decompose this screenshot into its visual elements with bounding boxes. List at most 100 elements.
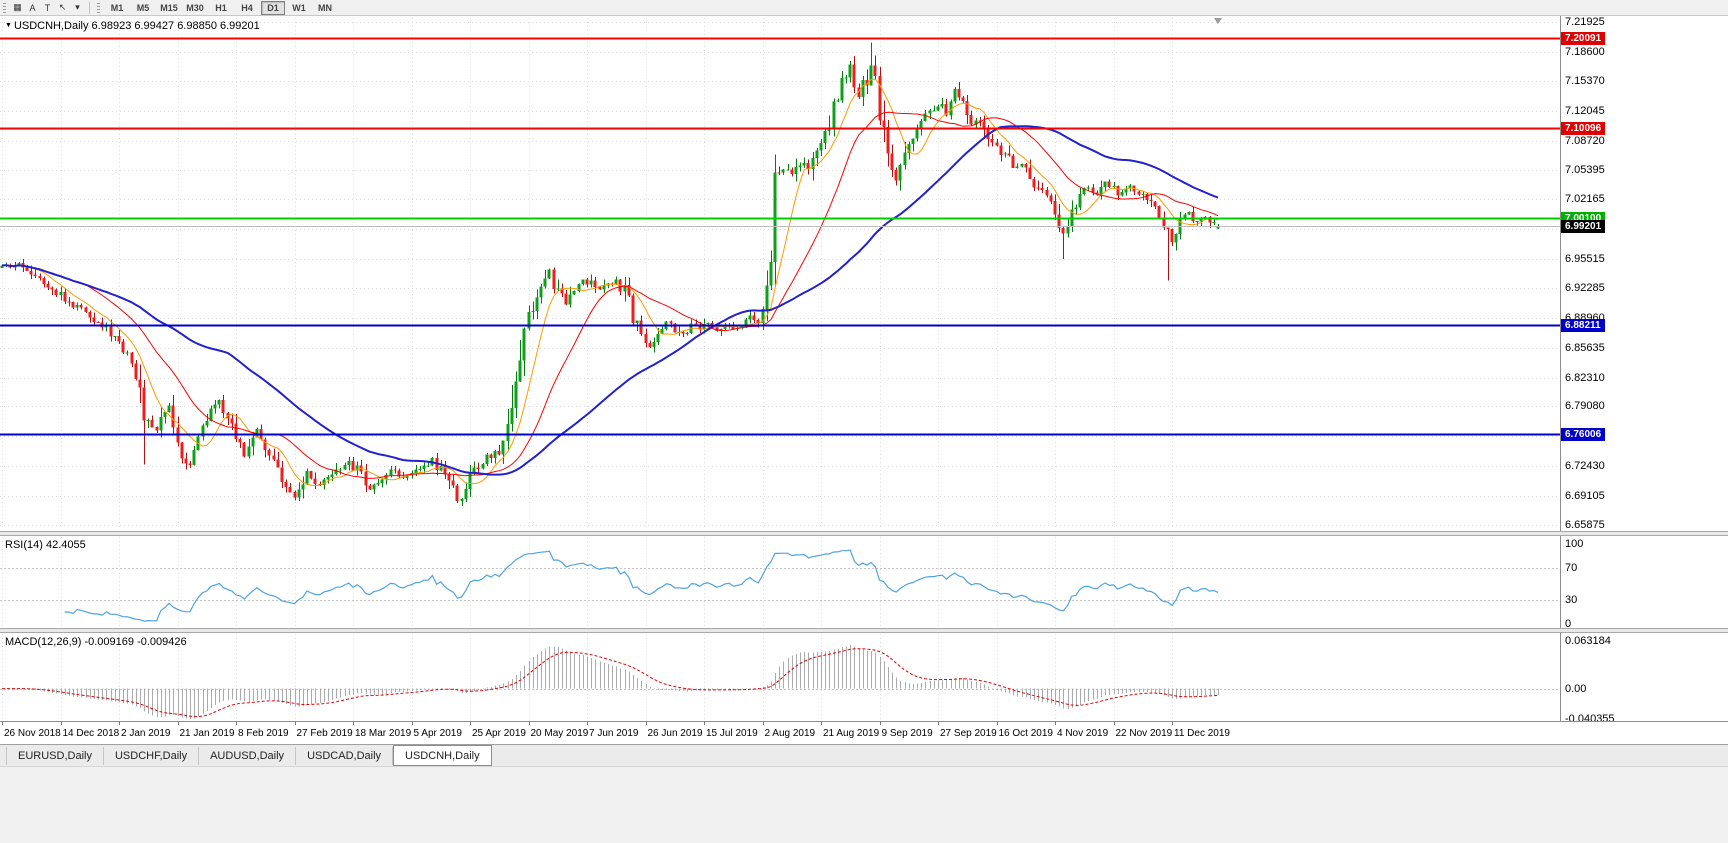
level-price-badge: 7.10096 (1561, 122, 1606, 136)
date-axis-label: 15 Jul 2019 (706, 728, 758, 739)
chart-dropdown-icon[interactable]: ▼ (5, 22, 12, 29)
date-axis-label: 26 Jun 2019 (647, 728, 703, 739)
chart-tab-usdcad[interactable]: USDCAD,Daily (296, 746, 394, 765)
date-axis-label: 7 Jun 2019 (589, 728, 639, 739)
toolbar-grip[interactable] (97, 2, 100, 13)
date-axis-label: 20 May 2019 (530, 728, 589, 739)
date-tick (470, 722, 471, 725)
text-tool-button[interactable]: T (44, 2, 51, 13)
date-tick (1055, 722, 1056, 725)
timeframe-h4-button[interactable]: H4 (241, 2, 253, 13)
level-price-badge: 6.88211 (1561, 318, 1605, 332)
date-tick (2, 722, 3, 725)
timeframe-m15-button[interactable]: M15 (160, 2, 178, 13)
timeframe-m30-button[interactable]: M30 (186, 2, 204, 13)
date-axis-label: 22 Nov 2019 (1115, 728, 1173, 739)
current-price-badge: 6.99201 (1561, 219, 1606, 233)
price-axis-label: 7.18600 (1565, 45, 1605, 58)
date-axis-label: 21 Jan 2019 (179, 728, 235, 739)
toolbar-separator (89, 1, 90, 14)
price-axis-label: 6.69105 (1565, 490, 1605, 502)
timeframe-mn-button[interactable]: MN (318, 2, 332, 13)
date-tick (411, 722, 413, 725)
price-axis-label: 7.05395 (1565, 164, 1605, 177)
price-axis-label: 6.85635 (1565, 341, 1605, 354)
date-tick (587, 722, 588, 725)
timeframe-w1-button[interactable]: W1 (292, 2, 306, 13)
ma-55-line (1, 125, 1219, 476)
date-tick (996, 722, 998, 725)
date-tick (938, 722, 939, 725)
level-price-badge: 7.20091 (1561, 32, 1606, 46)
toolbar-icon-group: ▦ A T ↖ ▾ (10, 1, 85, 15)
charts-grid-icon[interactable]: ▦ (13, 2, 22, 12)
date-axis-label: 27 Feb 2019 (296, 728, 353, 739)
timeframe-h1-button[interactable]: H1 (215, 2, 227, 13)
date-axis-label: 8 Feb 2019 (238, 728, 289, 739)
window-bottom-area (0, 766, 1728, 843)
level-price-badge: 6.76006 (1561, 428, 1606, 442)
timeframe-toolbar: M1 M5 M15 M30 H1 H4 D1 W1 MN (104, 0, 338, 15)
rsi-axis-label: 100 (1565, 538, 1584, 550)
candlesticks (0, 42, 1220, 507)
rsi-axis-label: 0 (1565, 618, 1572, 630)
date-tick (528, 722, 530, 725)
cursor-tool-button[interactable]: ↖ (58, 2, 67, 12)
date-axis-label: 27 Sep 2019 (940, 728, 997, 739)
timeframe-m5-button[interactable]: M5 (136, 2, 150, 13)
macd-axis-label: 0.063184 (1565, 635, 1611, 647)
price-axis-label: 7.15370 (1565, 74, 1605, 87)
date-tick (294, 722, 296, 725)
date-tick (821, 722, 822, 725)
date-axis-label: 11 Dec 2019 (1174, 728, 1230, 739)
chart-shift-marker[interactable] (1213, 18, 1222, 24)
chart-tab-eurusd[interactable]: EURUSD,Daily (6, 746, 104, 765)
price-axis-label: 6.92285 (1565, 281, 1605, 294)
date-axis-label: 18 Mar 2019 (355, 728, 412, 739)
macd-histogram (10, 645, 1219, 720)
chart-tab-bar: EURUSD,Daily USDCHF,Daily AUDUSD,Daily USDC… (0, 744, 1728, 766)
date-tick (353, 722, 354, 725)
date-tick (879, 722, 881, 725)
price-axis-label: 6.65875 (1565, 519, 1605, 531)
chart-tab-usdcnh[interactable]: USDCNH,Daily (393, 745, 492, 766)
price-axis-label: 7.21925 (1565, 16, 1605, 28)
date-axis-label: 5 Apr 2019 (413, 728, 462, 739)
rsi-label: RSI(14) 42.4055 (5, 539, 86, 551)
date-tick (704, 722, 705, 725)
date-axis-label: 9 Sep 2019 (881, 728, 933, 739)
rsi-axis-label: 70 (1565, 562, 1578, 574)
date-axis-label: 2 Aug 2019 (764, 728, 816, 739)
price-axis-label: 6.72430 (1565, 460, 1605, 473)
timeframe-d1-button[interactable]: D1 (261, 0, 285, 15)
toolbar-grip[interactable] (3, 2, 6, 13)
macd-signal-line (2, 648, 1219, 718)
date-axis-label: 2 Jan 2019 (121, 728, 171, 739)
date-tick (645, 722, 647, 725)
date-tick (177, 722, 179, 725)
rsi-axis-label: 30 (1565, 594, 1578, 606)
font-tool-button[interactable]: A (29, 2, 36, 13)
date-tick (119, 722, 120, 725)
date-axis-label: 4 Nov 2019 (1057, 728, 1109, 739)
grid (0, 18, 1560, 720)
timeframe-m1-button[interactable]: M1 (110, 2, 124, 13)
chart-tab-usdchf[interactable]: USDCHF,Daily (104, 746, 200, 765)
date-tick (762, 722, 764, 725)
date-tick (60, 722, 62, 725)
chart-tab-audusd[interactable]: AUDUSD,Daily (199, 746, 297, 765)
price-axis-label: 6.95515 (1565, 253, 1605, 265)
date-tick (1113, 722, 1115, 725)
panel-splitter[interactable] (0, 628, 1728, 633)
macd-axis-label: 0.00 (1565, 682, 1587, 695)
date-tick (236, 722, 237, 725)
date-axis: 26 Nov 2018 14 Dec 2018 2 Jan 2019 21 Jan 2… (0, 721, 1728, 744)
tool-dropdown-icon[interactable]: ▾ (75, 2, 80, 12)
ma-21-line (1, 111, 1219, 479)
price-axis-label: 7.08720 (1565, 134, 1605, 147)
price-axis-label: 7.02165 (1565, 193, 1605, 206)
panel-splitter[interactable] (0, 531, 1728, 536)
indicator-level-lines (0, 568, 1560, 690)
